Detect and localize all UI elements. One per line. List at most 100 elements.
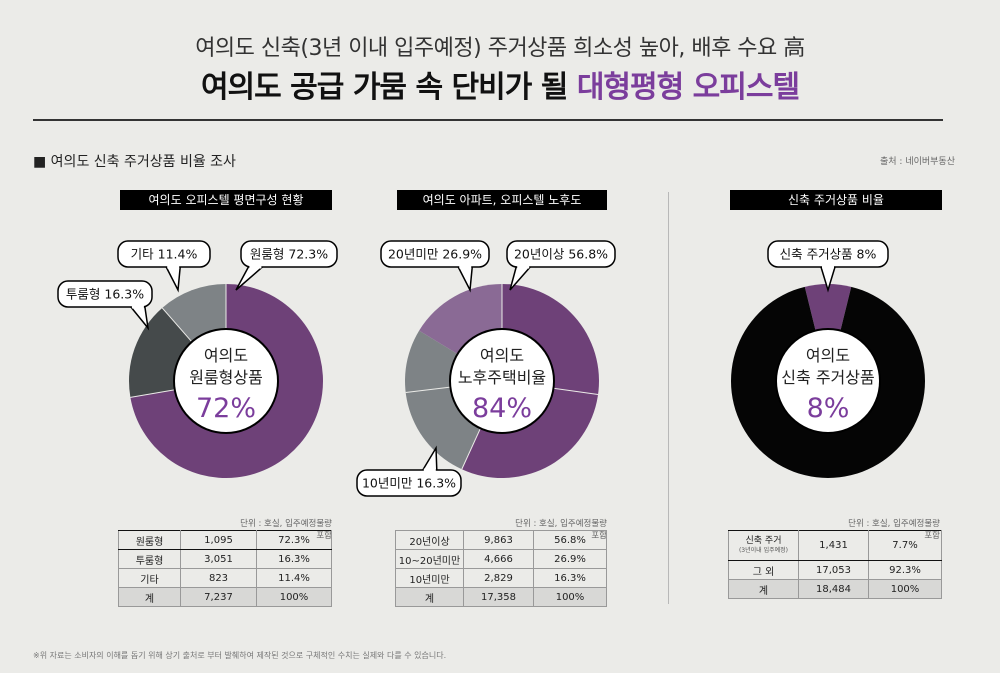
callout-label-c2-1: 20년이상 56.8% (506, 240, 616, 291)
table-cell: 10~20년미만 (395, 549, 464, 569)
callout-tail (235, 266, 265, 291)
header-rule (33, 119, 943, 121)
data-table-2: 20년이상 9,863 56.8% 10~20년미만 4,666 26.9% 1… (395, 530, 607, 607)
table-cell: 100% (533, 587, 607, 607)
headline-title: 여의도 공급 가뭄 속 단비가 될 대형평형 오피스텔 (0, 62, 1000, 106)
panel-title-2: 여의도 아파트, 오피스텔 노후도 (397, 190, 607, 210)
table-cell: 9,863 (463, 530, 534, 550)
table-cell: 100% (868, 579, 942, 599)
table-cell: 92.3% (868, 560, 942, 580)
table-cell: 823 (180, 568, 257, 588)
table-cell: 그 외 (728, 560, 799, 580)
panel-divider (668, 192, 669, 604)
callout-box (506, 240, 616, 268)
table-cell: 계 (728, 579, 799, 599)
table-cell: 원룸형 (118, 530, 181, 550)
table-cell: 신축 주거 (3년이내 입주예정) (728, 530, 799, 561)
callout-text: 10년미만 16.3% (362, 476, 456, 491)
donut-center-line2: 노후주택비율 (458, 368, 546, 387)
callout-box (57, 280, 153, 308)
table-cell: 기타 (118, 568, 181, 588)
headline-subtitle: 여의도 신축(3년 이내 입주예정) 주거상품 희소성 높아, 배후 수요 高 (195, 36, 805, 61)
callout-label-c1-2: 투룸형 16.3% (57, 280, 153, 331)
table-row: 10년미만 2,829 16.3% (395, 568, 607, 588)
callout-label-c3-1: 신축 주거상품 8% (767, 240, 889, 293)
donut-hole (777, 330, 879, 432)
table-cell: 계 (118, 587, 181, 607)
table-row: 그 외 17,053 92.3% (728, 560, 942, 580)
data-table-3: 신축 주거 (3년이내 입주예정) 1,431 7.7% 그 외 17,053 9… (728, 530, 942, 599)
donut-center-line1: 여의도 (480, 346, 524, 365)
table-cell: 20년이상 (395, 530, 464, 550)
table-row: 투룸형 3,051 16.3% (118, 549, 332, 569)
donut-divider (405, 386, 452, 393)
table-cell: 1,095 (180, 530, 257, 550)
donut-center-line1: 여의도 (806, 346, 850, 365)
table-cell: 11.4% (256, 568, 332, 588)
callout-box (356, 469, 462, 497)
table-row-total: 계 17,358 100% (395, 587, 607, 607)
donut-hole (451, 330, 553, 432)
table-cell: 10년미만 (395, 568, 464, 588)
data-table-1: 원룸형 1,095 72.3% 투룸형 3,051 16.3% 기타 823 1… (118, 530, 332, 607)
table-row: 20년이상 9,863 56.8% (395, 530, 607, 550)
donut-hole (175, 330, 277, 432)
table-cell: 1,431 (798, 530, 869, 561)
callout-text: 신축 주거상품 8% (780, 247, 877, 262)
table-cell-sublabel: (3년이내 입주예정) (738, 546, 789, 554)
callout-text: 20년미만 26.9% (388, 247, 482, 262)
callout-label-c1-3: 기타 11.4% (117, 240, 211, 293)
callout-text: 20년이상 56.8% (514, 247, 608, 262)
donut-divider (461, 427, 482, 470)
callout-text: 투룸형 16.3% (66, 287, 144, 302)
callout-tail (164, 266, 182, 293)
panel-title-3: 신축 주거상품 비율 (730, 190, 942, 210)
source-note: 출처 : 네이버부동산 (880, 157, 955, 167)
donut-center-line2: 원룸형상품 (189, 368, 263, 387)
table-row: 원룸형 1,095 72.3% (118, 530, 332, 550)
table-cell: 4,666 (463, 549, 534, 569)
donut-divider (161, 307, 193, 343)
donut-center-value: 84% (472, 393, 532, 424)
callout-tail (421, 445, 438, 471)
table-cell: 16.3% (533, 568, 607, 588)
table-row: 기타 823 11.4% (118, 568, 332, 588)
table-cell: 계 (395, 587, 464, 607)
table-row-total: 계 18,484 100% (728, 579, 942, 599)
callout-text: 기타 11.4% (131, 247, 198, 262)
callout-box (240, 240, 338, 268)
callout-box (117, 240, 211, 268)
table-row-total: 계 7,237 100% (118, 587, 332, 607)
donut-divider (130, 389, 176, 398)
table-cell: 16.3% (256, 549, 332, 569)
table-cell: 18,484 (798, 579, 869, 599)
table-cell: 투룸형 (118, 549, 181, 569)
headline-title-prefix: 여의도 공급 가뭄 속 단비가 될 (200, 70, 577, 105)
donut-divider (552, 387, 599, 395)
table-cell: 26.9% (533, 549, 607, 569)
table-cell-label: 신축 주거 (745, 535, 782, 546)
callout-tail (129, 306, 150, 331)
table-row: 10~20년미만 4,666 26.9% (395, 549, 607, 569)
table-cell: 3,051 (180, 549, 257, 569)
panel-title-1: 여의도 오피스텔 평면구성 현황 (120, 190, 332, 210)
donut-center-line2: 신축 주거상품 (781, 368, 874, 387)
table-cell: 2,829 (463, 568, 534, 588)
table-cell: 7.7% (868, 530, 942, 561)
donut-center-line3: 8% (807, 393, 850, 424)
headline-title-highlight: 대형평형 오피스텔 (576, 70, 800, 105)
footnote: ※위 자료는 소비자의 이해를 돕기 위해 상기 출처로 부터 발췌하여 제작된… (33, 651, 447, 660)
callout-label-c2-2: 20년미만 26.9% (380, 240, 490, 293)
table-cell: 56.8% (533, 530, 607, 550)
table-row: 신축 주거 (3년이내 입주예정) 1,431 7.7% (728, 530, 942, 561)
callout-text: 원룸형 72.3% (250, 247, 328, 262)
table-cell: 17,358 (463, 587, 534, 607)
table-cell: 7,237 (180, 587, 257, 607)
table-cell: 100% (256, 587, 332, 607)
callout-label-c1-1: 원룸형 72.3% (235, 240, 338, 291)
table-cell: 17,053 (798, 560, 869, 580)
callout-tail (457, 266, 474, 293)
donut-center-line1: 여의도 (204, 346, 248, 365)
callout-box (380, 240, 490, 268)
